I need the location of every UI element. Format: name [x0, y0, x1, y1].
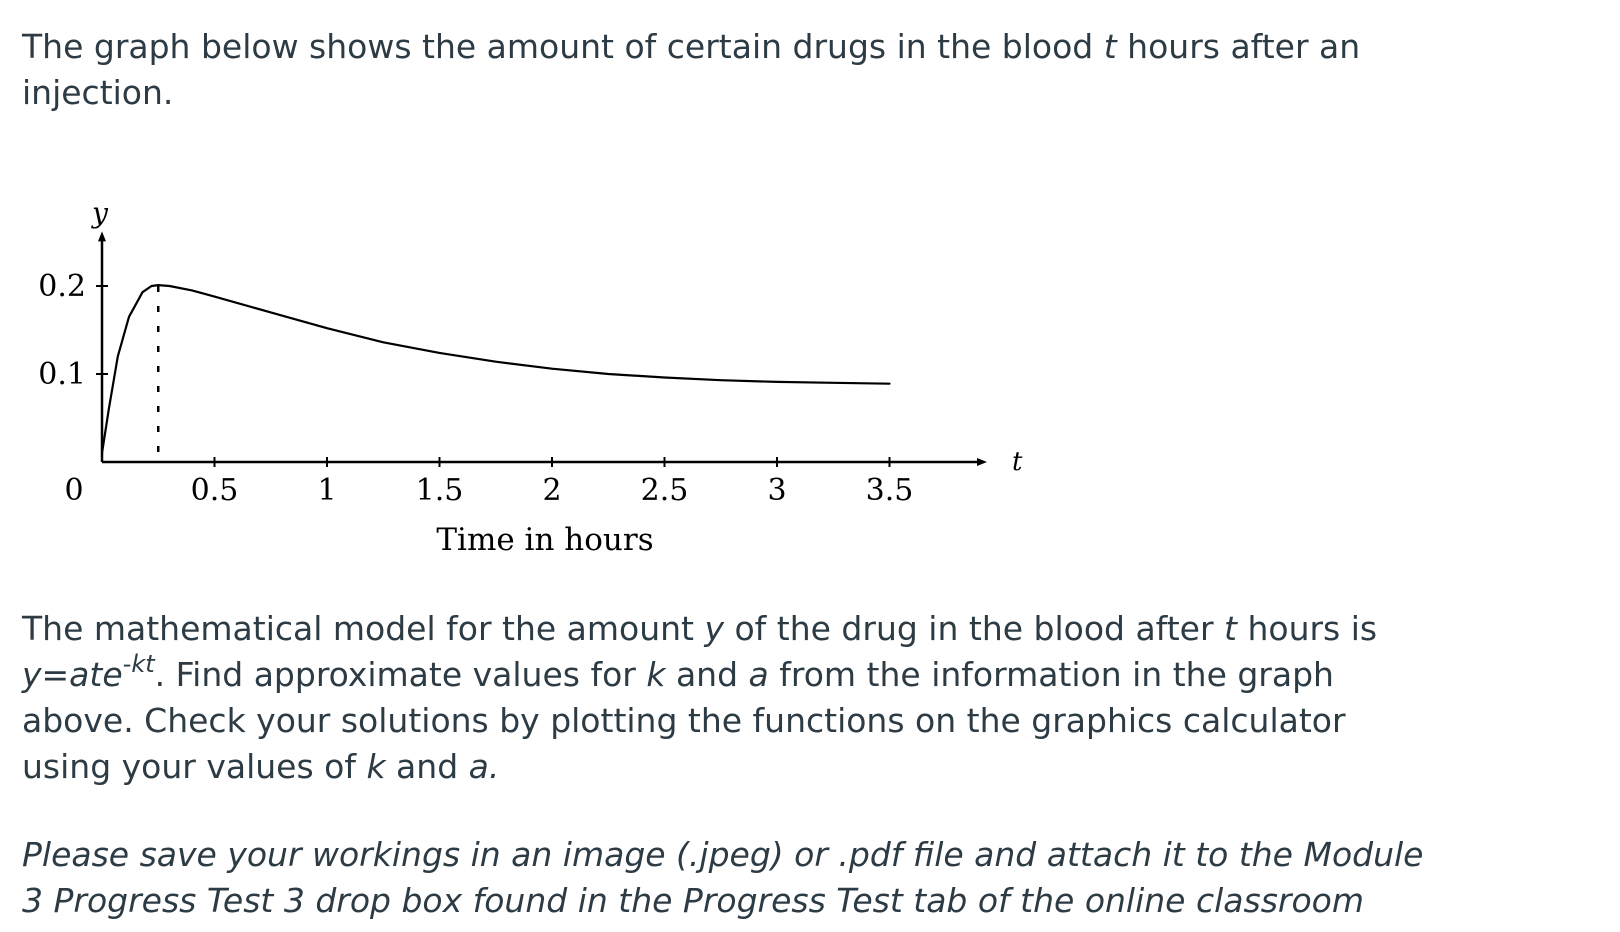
- origin-label: 0: [64, 473, 83, 508]
- x-tick-label: 0.5: [191, 473, 239, 508]
- x-tick-label: 1: [317, 473, 336, 508]
- curve-data-point: [832, 382, 834, 384]
- intro-text-2: hours after an injection.: [22, 27, 1361, 112]
- model-text-3: hours is: [1236, 609, 1378, 648]
- curve-data-point: [776, 381, 778, 383]
- y-tick-label: 0.1: [38, 357, 86, 392]
- curve-data-point: [495, 361, 497, 363]
- curve-data-point: [213, 296, 216, 298]
- curve-data-point: [551, 368, 553, 370]
- curve-data-point: [101, 452, 103, 454]
- x-axis-symbol: t: [1012, 447, 1023, 477]
- save-line-2: 3 Progress Test 3 drop box found in the …: [22, 881, 1364, 920]
- curve-data-point: [117, 355, 119, 357]
- model-var-t: t: [1224, 609, 1237, 648]
- curve-data-point: [108, 408, 110, 410]
- model-var-a-2: a.: [468, 747, 500, 786]
- x-tick-label: 3.5: [866, 473, 914, 508]
- intro-var-t: t: [1103, 27, 1117, 66]
- y-tick-label: 0.2: [38, 269, 86, 304]
- model-var-k-2: k: [366, 747, 386, 786]
- curve-data-point: [150, 285, 153, 287]
- curve-data-point: [270, 311, 272, 313]
- model-var-y: y: [704, 609, 724, 648]
- save-line-1: Please save your workings in an image (.…: [22, 835, 1424, 874]
- model-text-1: The mathematical model for the amount: [22, 609, 705, 648]
- curve-data-point: [663, 376, 666, 379]
- model-text-5: and: [665, 655, 749, 694]
- curve-data-point: [720, 379, 722, 381]
- curve-data-point: [141, 291, 144, 293]
- curve-data-point: [438, 352, 441, 354]
- curve-data-point: [128, 316, 130, 318]
- save-instructions: Please save your workings in an image (.…: [22, 832, 1502, 924]
- curve-data-point: [326, 327, 328, 329]
- model-var-k: k: [646, 655, 666, 694]
- y-axis-symbol: y: [90, 196, 109, 229]
- model-text-4: . Find approximate values for: [154, 655, 647, 694]
- drug-amount-curve: [100, 284, 891, 455]
- curve-data-point: [888, 383, 891, 385]
- x-tick-label: 3: [767, 473, 786, 508]
- x-tick-label: 1.5: [416, 473, 464, 508]
- curve-data-point: [191, 289, 193, 291]
- curve-data-point: [157, 284, 159, 286]
- curve-data-point: [607, 373, 609, 375]
- drug-concentration-chart: y t 0 0.5 1 1.5 2 2.5 3 3.5 0.1 0.2 Time in hours: [38, 196, 1023, 558]
- model-text-2: of the drug in the blood after: [724, 609, 1225, 648]
- model-paragraph: The mathematical model for the amount y …: [22, 606, 1442, 790]
- model-text-7: and: [385, 747, 469, 786]
- model-exponent: -kt: [122, 650, 155, 678]
- model-var-a: a: [748, 655, 769, 694]
- curve-data-point: [382, 341, 384, 343]
- intro-text-1: The graph below shows the amount of cert…: [22, 27, 1104, 66]
- curve-data-point: [168, 285, 171, 287]
- intro-paragraph: The graph below shows the amount of cert…: [22, 24, 1442, 116]
- x-tick-label: 2: [542, 473, 561, 508]
- x-tick-label: 2.5: [641, 473, 689, 508]
- model-formula: y=ate: [22, 655, 123, 694]
- x-axis-title: Time in hours: [436, 522, 653, 558]
- model-text-6: from the information in the graph above.…: [22, 655, 1346, 786]
